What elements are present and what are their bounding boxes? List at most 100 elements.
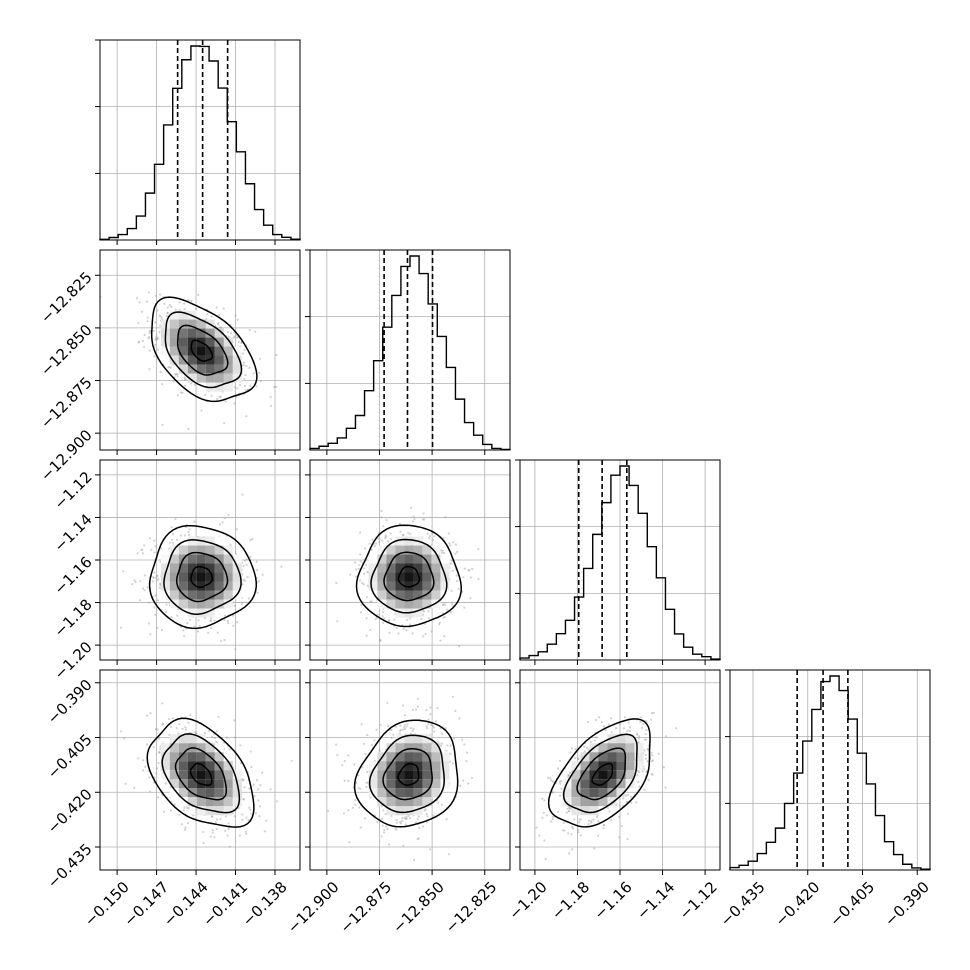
sample-point xyxy=(258,371,261,374)
sample-point xyxy=(543,839,546,842)
sample-point xyxy=(373,739,376,742)
density-cell xyxy=(607,797,617,807)
sample-point xyxy=(650,718,653,721)
sample-point xyxy=(411,729,414,733)
sample-point xyxy=(439,744,443,747)
sample-point xyxy=(175,538,179,542)
sample-point xyxy=(403,816,406,820)
density-cell xyxy=(196,743,206,753)
panel-content xyxy=(100,291,278,431)
density-cell xyxy=(169,761,179,771)
sample-point xyxy=(269,396,272,399)
histogram-panel-1 xyxy=(95,39,301,245)
sample-point xyxy=(551,818,555,821)
sample-point xyxy=(426,815,429,818)
sample-point xyxy=(241,779,244,782)
sample-point xyxy=(200,409,203,412)
sample-point xyxy=(227,828,230,831)
sample-point xyxy=(573,818,576,821)
sample-point xyxy=(241,583,244,586)
density-cell xyxy=(160,761,170,771)
sample-point xyxy=(386,827,389,831)
density-cell xyxy=(422,797,432,807)
sample-point xyxy=(211,736,214,739)
density-cell xyxy=(422,590,432,600)
sample-point xyxy=(217,715,220,718)
sample-point xyxy=(123,737,126,740)
sample-point xyxy=(442,536,445,540)
sample-point xyxy=(241,813,244,816)
sample-point xyxy=(210,394,213,397)
sample-point xyxy=(625,794,628,797)
sample-point xyxy=(647,778,650,782)
density-cell xyxy=(440,779,450,789)
sample-point xyxy=(384,812,387,816)
density-cell xyxy=(395,752,405,762)
density-cell xyxy=(571,788,581,798)
sample-point xyxy=(148,776,151,779)
density-cell xyxy=(223,797,233,807)
density-cell xyxy=(205,743,215,753)
sample-point xyxy=(343,779,346,782)
sample-point xyxy=(174,373,177,376)
density-cell xyxy=(386,779,396,789)
sample-point xyxy=(370,548,373,552)
sample-point xyxy=(394,725,397,728)
sample-point xyxy=(426,532,429,535)
sample-point xyxy=(404,727,407,731)
sample-point xyxy=(449,611,453,614)
sample-point xyxy=(629,795,633,798)
density-cell xyxy=(589,806,599,816)
density-cell xyxy=(368,572,378,582)
sample-point xyxy=(148,368,151,371)
sample-point xyxy=(243,384,246,388)
sample-point xyxy=(217,323,220,326)
sample-point xyxy=(235,528,238,531)
sample-point xyxy=(243,377,246,380)
sample-point xyxy=(424,632,427,636)
sample-point xyxy=(441,551,444,554)
sample-point xyxy=(657,752,660,755)
sample-point xyxy=(559,782,562,785)
sample-point xyxy=(427,722,430,726)
density-cell xyxy=(169,346,179,356)
density-cell xyxy=(178,310,188,320)
density-cell xyxy=(377,563,387,573)
density-cell xyxy=(196,608,206,618)
sample-point xyxy=(637,737,641,740)
sample-point xyxy=(389,538,392,541)
sample-point xyxy=(558,780,562,783)
sample-point xyxy=(441,732,444,735)
density-cell xyxy=(196,590,206,600)
density-cell xyxy=(589,752,599,762)
sample-point xyxy=(420,617,423,621)
sample-point xyxy=(388,843,391,846)
density-cell xyxy=(368,761,378,771)
histogram-panel-4: −0.435 −0.420 −0.405 −0.390 xyxy=(717,669,933,930)
sample-point xyxy=(155,772,158,775)
sample-point xyxy=(188,528,191,531)
density-cell xyxy=(413,806,423,816)
sample-point xyxy=(227,335,230,338)
sample-point xyxy=(448,760,452,763)
density-cell xyxy=(431,752,441,762)
sample-point xyxy=(409,617,412,620)
contour-line xyxy=(353,719,459,828)
sample-point xyxy=(379,638,382,642)
sample-point xyxy=(187,806,190,810)
sample-point xyxy=(183,806,186,809)
sample-point xyxy=(244,374,247,377)
sample-point xyxy=(358,564,361,567)
sample-point xyxy=(233,336,236,339)
sample-point xyxy=(219,818,222,821)
density-cell xyxy=(169,743,179,753)
sample-point xyxy=(623,716,626,719)
sample-point xyxy=(421,518,424,521)
sample-point xyxy=(195,307,198,310)
sample-point xyxy=(242,578,245,582)
sample-point xyxy=(587,822,590,826)
sample-point xyxy=(375,542,378,545)
sample-point xyxy=(641,770,644,773)
density-cell xyxy=(196,761,206,771)
sample-point xyxy=(211,829,214,832)
